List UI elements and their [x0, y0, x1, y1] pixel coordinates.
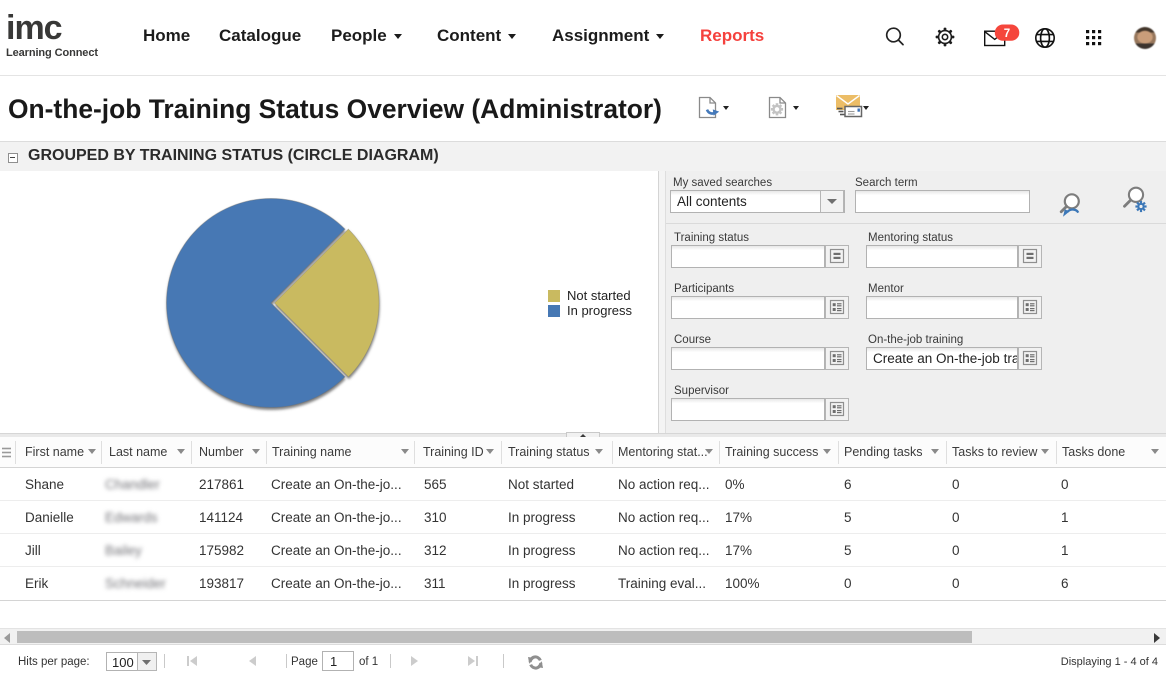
- svg-text:7: 7: [1004, 28, 1010, 40]
